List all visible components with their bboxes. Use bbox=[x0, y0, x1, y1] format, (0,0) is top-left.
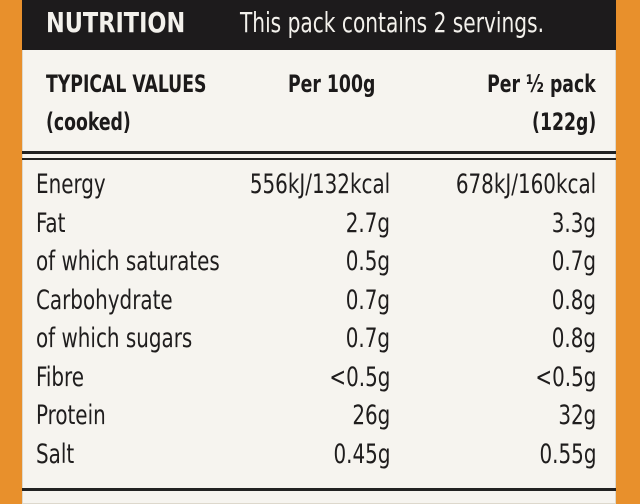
per-100g-value: 556kJ/132kcal bbox=[249, 169, 390, 200]
pack-weight-subheading: (122g) bbox=[531, 108, 596, 136]
per-100g-value: 26g bbox=[352, 400, 390, 431]
per-pack-value: 3.3g bbox=[551, 207, 596, 239]
nutrient-name: Energy bbox=[36, 169, 106, 200]
per-100g-value: <0.5g bbox=[328, 361, 390, 393]
nutrient-name: Carbohydrate bbox=[36, 284, 173, 316]
per-half-pack-heading: Per ½ pack bbox=[487, 70, 596, 98]
per-100g-value: 0.7g bbox=[345, 284, 390, 316]
nutrient-row: Fibre <0.5g <0.5g bbox=[22, 359, 616, 397]
nutrient-name: of which saturates bbox=[36, 246, 220, 277]
nutrition-header: NUTRITION This pack contains 2 servings. bbox=[22, 0, 616, 50]
per-pack-value: 32g bbox=[558, 400, 596, 431]
per-pack-value: 678kJ/160kcal bbox=[455, 169, 596, 200]
per-100g-heading: Per 100g bbox=[288, 70, 376, 98]
nutrition-title: NUTRITION bbox=[46, 6, 186, 39]
per-pack-value: 0.8g bbox=[551, 323, 596, 354]
typical-values-heading: TYPICAL VALUES bbox=[46, 70, 207, 98]
per-pack-value: 0.7g bbox=[551, 246, 596, 277]
per-pack-value: 0.55g bbox=[539, 438, 596, 470]
nutrient-row: Salt 0.45g 0.55g bbox=[22, 436, 616, 474]
nutrient-row: Carbohydrate 0.7g 0.8g bbox=[22, 282, 616, 320]
nutrient-row: Fat 2.7g 3.3g bbox=[22, 205, 616, 243]
header-divider-bottom bbox=[22, 158, 616, 160]
nutrient-name: Salt bbox=[36, 438, 75, 470]
nutrient-name: Fibre bbox=[36, 361, 84, 393]
nutrient-name: Fat bbox=[36, 207, 66, 239]
nutrition-label: NUTRITION This pack contains 2 servings.… bbox=[22, 0, 616, 504]
nutrient-row: of which sugars 0.7g 0.8g bbox=[22, 320, 616, 358]
header-divider-top bbox=[22, 151, 616, 154]
nutrient-row: Protein 26g 32g bbox=[22, 397, 616, 435]
per-100g-value: 2.7g bbox=[345, 207, 390, 239]
per-100g-value: 0.5g bbox=[345, 246, 390, 277]
nutrient-name: Protein bbox=[36, 400, 106, 431]
cooked-subheading: (cooked) bbox=[46, 108, 131, 136]
servings-note: This pack contains 2 servings. bbox=[240, 6, 544, 39]
nutrient-name: of which sugars bbox=[36, 323, 193, 354]
per-pack-value: 0.8g bbox=[551, 284, 596, 316]
per-100g-value: 0.45g bbox=[333, 438, 390, 470]
nutrient-row: of which saturates 0.5g 0.7g bbox=[22, 243, 616, 281]
per-100g-value: 0.7g bbox=[345, 323, 390, 354]
nutrient-row: Energy 556kJ/132kcal 678kJ/160kcal bbox=[22, 166, 616, 204]
footer-divider bbox=[22, 488, 616, 491]
per-pack-value: <0.5g bbox=[534, 361, 596, 393]
